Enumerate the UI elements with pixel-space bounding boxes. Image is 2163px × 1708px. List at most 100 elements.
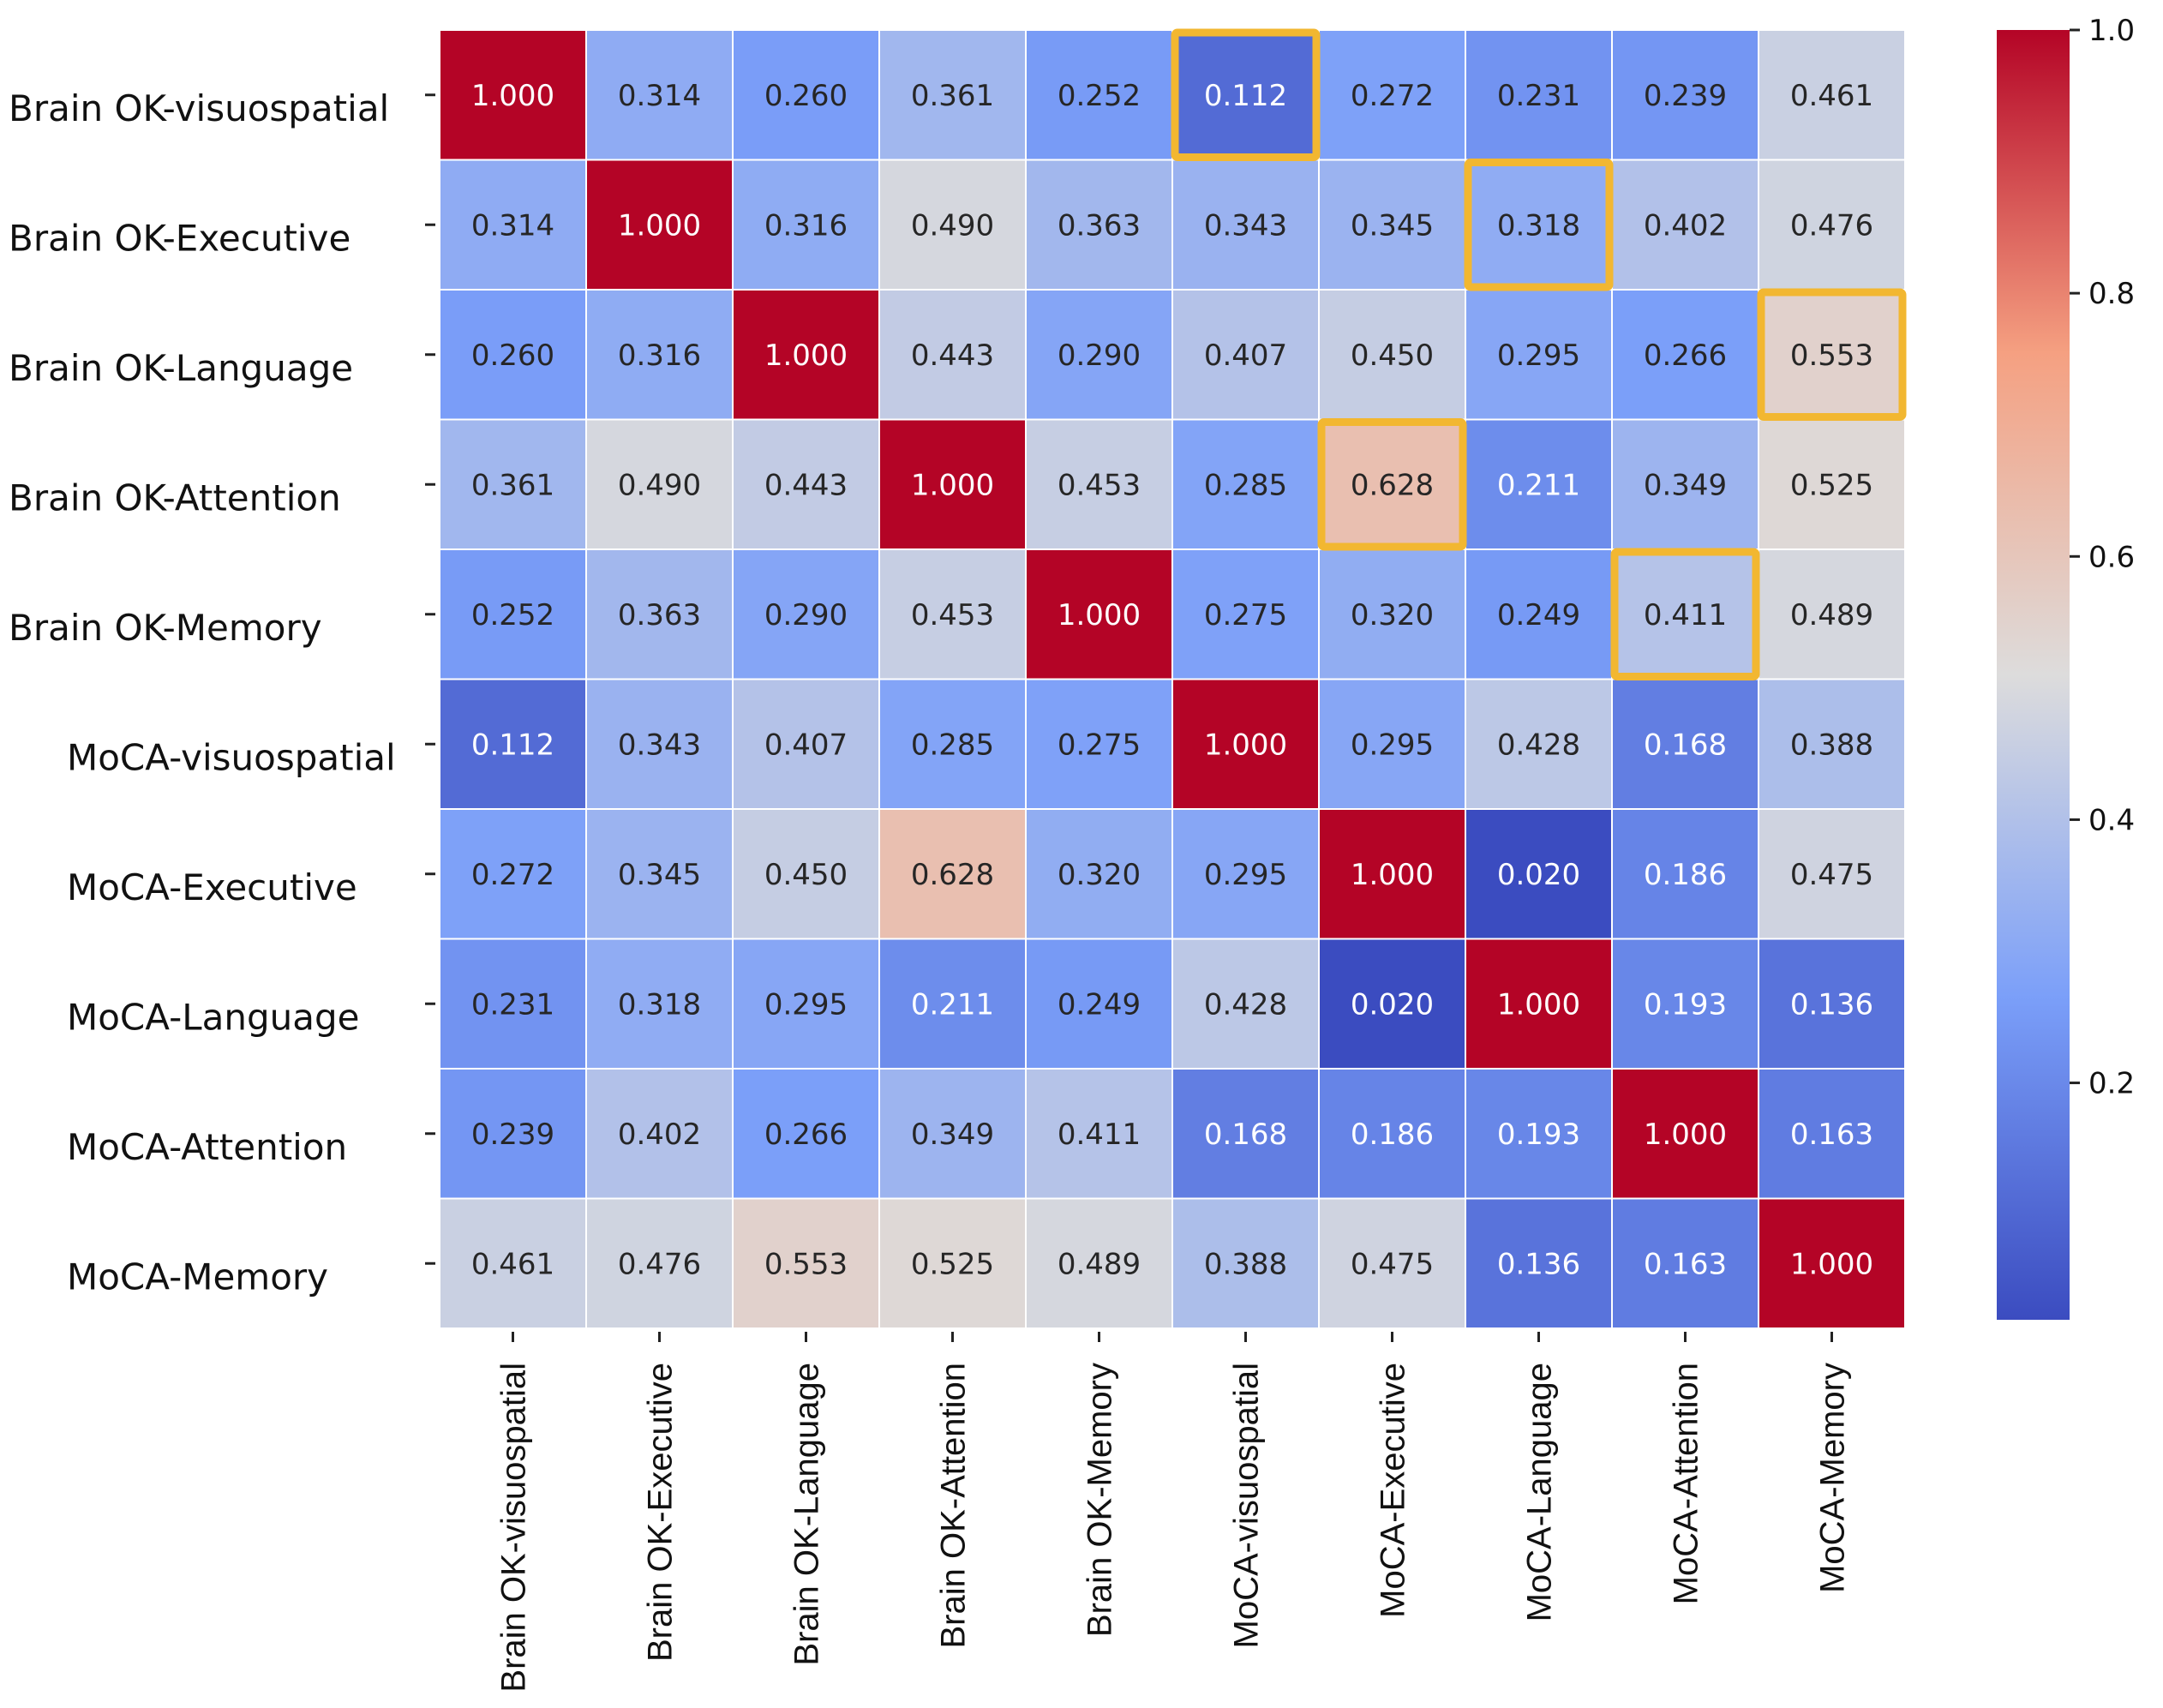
y-tick-label: MoCA-Language [67, 996, 360, 1038]
cell-value-label: 0.275 [1058, 728, 1141, 762]
heatmap-cell [1758, 938, 1906, 1070]
heatmap-cell [1025, 418, 1173, 550]
heatmap-cell [1465, 678, 1613, 810]
cell-value-label: 0.186 [1351, 1118, 1434, 1152]
heatmap-cell [1171, 418, 1320, 550]
heatmap-cell [878, 938, 1027, 1070]
cell-value-label: 0.249 [1497, 598, 1580, 632]
colorbar-tick-label: 1.0 [2088, 14, 2135, 48]
heatmap-cell [732, 678, 880, 810]
heatmap-cell [439, 548, 587, 680]
heatmap-cell [878, 159, 1027, 291]
y-axis-labels: Brain OK-visuospatial Brain OK-Executive B… [9, 87, 435, 1297]
colorbar-tick-label: 0.2 [2088, 1067, 2135, 1101]
x-axis-labels: Brain OK-visuospatial Brain OK-Executive B… [495, 1332, 1852, 1693]
cell-value-label: 0.266 [764, 1118, 848, 1152]
cell-value-label: 0.490 [911, 208, 994, 243]
heatmap-cell [1171, 548, 1320, 680]
cell-value-label: 0.020 [1497, 858, 1580, 892]
cell-value-label: 1.000 [1351, 858, 1434, 892]
heatmap-cell [1611, 808, 1759, 940]
cell-value-label: 0.231 [1497, 79, 1580, 113]
cell-value-label: 0.453 [911, 598, 994, 632]
cell-value-label: 0.186 [1644, 858, 1727, 892]
highlight-boxes [1171, 28, 1907, 680]
heatmap-cell [732, 808, 880, 940]
cell-value-label: 0.361 [471, 468, 554, 502]
x-tick-label: MoCA-Language [1521, 1363, 1559, 1621]
cell-value-label: 0.285 [1204, 468, 1287, 502]
cell-value-label: 0.295 [764, 987, 848, 1022]
heatmap-cell [878, 808, 1027, 940]
cell-value-label: 1.000 [764, 339, 848, 373]
heatmap-cell [1611, 289, 1759, 421]
heatmap-cell [439, 1197, 587, 1329]
cell-value-label: 0.428 [1204, 987, 1287, 1022]
colorbar-tick-label: 0.8 [2088, 277, 2135, 311]
cell-value-label: 0.318 [618, 987, 701, 1022]
heatmap-cell [1611, 159, 1759, 291]
heatmap-cell [1171, 808, 1320, 940]
cell-value-label: 1.000 [471, 79, 554, 113]
heatmap-cell [439, 289, 587, 421]
cell-value-label: 0.490 [618, 468, 701, 502]
heatmap-cell [1318, 289, 1466, 421]
cell-value-label: 0.272 [1351, 79, 1434, 113]
cell-value-label: 0.290 [1058, 339, 1141, 373]
cell-value-label: 0.402 [618, 1118, 701, 1152]
cell-value-label: 0.628 [1351, 468, 1434, 502]
heatmap-cell [1171, 1068, 1320, 1200]
cell-value-label: 0.136 [1790, 987, 1873, 1022]
heatmap-cell [732, 289, 880, 421]
heatmap-cell [878, 678, 1027, 810]
heatmap-cell [1025, 548, 1173, 680]
cell-value-label: 0.320 [1351, 598, 1434, 632]
heatmap-cell [732, 159, 880, 291]
x-tick-label: MoCA-Memory [1814, 1363, 1852, 1593]
cell-value-label: 0.388 [1204, 1247, 1287, 1281]
heatmap-cell [1318, 159, 1466, 291]
cell-value-label: 0.295 [1204, 858, 1287, 892]
heatmap-cell [1611, 1068, 1759, 1200]
heatmap-cell [585, 1197, 734, 1329]
heatmap-cell [878, 1197, 1027, 1329]
cell-value-label: 0.450 [764, 858, 848, 892]
heatmap-cell [1758, 1068, 1906, 1200]
heatmap-cell [1318, 678, 1466, 810]
cell-value-label: 0.475 [1351, 1247, 1434, 1281]
cell-value-label: 0.345 [618, 858, 701, 892]
highlight-box [1317, 418, 1467, 551]
cell-value-label: 0.252 [471, 598, 554, 632]
heatmap-cell [1025, 808, 1173, 940]
cell-value-label: 0.316 [618, 339, 701, 373]
heatmap-cell [1611, 1197, 1759, 1329]
heatmap-cell [1611, 678, 1759, 810]
cell-value-label: 0.475 [1790, 858, 1873, 892]
colorbar-gradient [1997, 30, 2070, 1320]
x-tick-label: Brain OK-visuospatial [495, 1363, 533, 1693]
y-tick-label: Brain OK-Language [9, 347, 353, 389]
x-tick-label: Brain OK-Memory [1082, 1363, 1119, 1637]
cell-value-label: 0.266 [1644, 339, 1727, 373]
heatmap-cell [585, 29, 734, 161]
highlight-box [1757, 288, 1907, 421]
y-tick-label: Brain OK-Attention [9, 476, 341, 518]
cell-value-label: 0.461 [1790, 79, 1873, 113]
x-tick-label: MoCA-Executive [1375, 1363, 1412, 1618]
cell-value-label: 0.239 [471, 1118, 554, 1152]
heatmap-cell [732, 1068, 880, 1200]
heatmap-cell [439, 678, 587, 810]
heatmap-cell [1318, 548, 1466, 680]
cell-value-label: 0.343 [618, 728, 701, 762]
x-tick-label: MoCA-visuospatial [1228, 1363, 1266, 1648]
y-tick-label: MoCA-visuospatial [67, 736, 396, 778]
heatmap-cell [1318, 29, 1466, 161]
heatmap-cell [1025, 1197, 1173, 1329]
cell-value-label: 0.407 [764, 728, 848, 762]
heatmap-cell [439, 938, 587, 1070]
cell-value-label: 0.628 [911, 858, 994, 892]
cell-value-label: 0.290 [764, 598, 848, 632]
y-tick-label: Brain OK-visuospatial [9, 87, 389, 129]
cell-value-label: 0.314 [618, 79, 701, 113]
